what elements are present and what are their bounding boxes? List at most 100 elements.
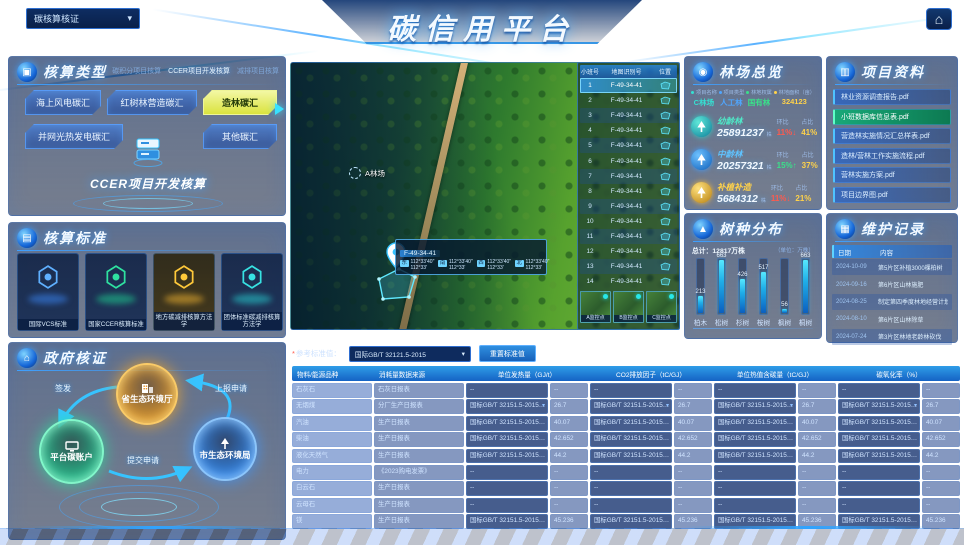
plot-row[interactable]: 12 F-49-34-41 [580, 244, 677, 259]
standard-select[interactable]: 国标GB/T 32151.5-2015… [466, 399, 548, 415]
home-button[interactable]: ⌂ [926, 8, 952, 30]
standard-select[interactable]: 国标GB/T 32151.5-2015… [466, 432, 548, 447]
plot-row[interactable]: 3 F-49-34-41 [580, 108, 677, 124]
standard-select[interactable]: -- [838, 464, 920, 480]
standard-select[interactable]: -- [590, 383, 672, 398]
polygon-location-icon[interactable] [660, 277, 671, 286]
standard-select[interactable]: 国标GB/T 32151.5-2015… [838, 432, 920, 447]
standard-select[interactable]: 国标GB/T 32151.5-2015… [590, 432, 672, 447]
polygon-location-icon[interactable] [660, 217, 671, 226]
standard-card[interactable]: 地方碳减排核算方法学 [153, 253, 215, 331]
carbon-sink-button[interactable]: 海上风电碳汇 [25, 90, 101, 115]
polygon-location-icon[interactable] [660, 111, 671, 120]
standard-select[interactable]: 国标GB/T 32151.5-2015… [714, 432, 796, 447]
accounting-tab[interactable]: 碳积分项目核算 [112, 68, 162, 75]
polygon-location-icon[interactable] [660, 96, 671, 105]
plot-row[interactable]: 14 F-49-34-41 [580, 274, 677, 289]
maintenance-row[interactable]: 2024-08-10 第6片区山林除草 [832, 311, 952, 327]
plot-row[interactable]: 9 F-49-34-41 [580, 198, 677, 214]
polygon-location-icon[interactable] [660, 232, 671, 241]
maintenance-row[interactable]: 2024-08-25 制定第四季度林地经营计划 [832, 293, 952, 311]
polygon-location-icon[interactable] [660, 157, 671, 166]
standard-select[interactable]: -- [590, 497, 672, 513]
standard-select[interactable]: 国标GB/T 32151.5-2015… [590, 399, 672, 415]
plot-row[interactable]: 1 F-49-34-41 [580, 78, 677, 94]
camera-thumbnail[interactable]: C监控点 [646, 291, 677, 324]
standard-select[interactable]: 国标GB/T 32151.5-2015… [838, 399, 920, 415]
standard-select[interactable]: -- [714, 464, 796, 480]
accounting-tab[interactable]: 减排项目核算 [237, 68, 279, 75]
pdf-file-link[interactable]: 营林实施方案.pdf [833, 167, 951, 184]
standard-select[interactable]: -- [466, 497, 548, 513]
standard-select[interactable]: -- [466, 481, 548, 497]
mode-select-dropdown[interactable]: 碳核算核证 ▾ [26, 8, 140, 29]
standard-select[interactable]: 国标GB/T 32151.5-2015… [466, 448, 548, 464]
standard-card[interactable]: 国家CCER核算标准 [85, 253, 147, 331]
accounting-tab[interactable]: CCER项目开发核算 [168, 68, 230, 75]
standard-select[interactable]: 国标GB/T 32151.5-2015… [714, 415, 796, 431]
standard-select[interactable]: 国标GB/T 32151.5-2015… [590, 415, 672, 431]
maintenance-row[interactable]: 2024-09-16 第6片区山林施肥 [832, 276, 952, 292]
standard-select[interactable]: -- [838, 481, 920, 497]
camera-thumbnail[interactable]: A监控点 [580, 291, 611, 324]
standard-select[interactable]: -- [838, 497, 920, 513]
maintenance-row[interactable]: 2024-10-09 第5片区补植3000棵柏树 [832, 259, 952, 276]
standard-select[interactable]: 国标GB/T 32151.5-2015… [838, 415, 920, 431]
plot-row[interactable]: 11 F-49-34-41 [580, 228, 677, 245]
carbon-sink-button[interactable]: 红树林营造碳汇 [107, 90, 197, 115]
standard-select[interactable]: 国标GB/T 32151.5-2015… [590, 448, 672, 464]
polygon-location-icon[interactable] [660, 126, 671, 135]
standard-select[interactable]: 国标GB/T 32151.5-2015… [714, 399, 796, 415]
standard-select[interactable]: 国标GB/T 32151.5-2015… [590, 514, 672, 529]
node-city-bureau[interactable]: 市生态环境局 [193, 417, 257, 481]
polygon-location-icon[interactable] [660, 141, 671, 150]
reset-standard-button[interactable]: 重置标准值 [478, 345, 536, 362]
plot-row[interactable]: 2 F-49-34-41 [580, 93, 677, 108]
pdf-file-link[interactable]: 营造林实施情况汇总样表.pdf [833, 128, 951, 145]
polygon-location-icon[interactable] [660, 187, 671, 196]
plot-row[interactable]: 5 F-49-34-41 [580, 138, 677, 154]
polygon-location-icon[interactable] [660, 81, 671, 90]
pdf-file-link[interactable]: 小班数据库信息表.pdf [833, 108, 951, 125]
standard-select[interactable]: -- [590, 481, 672, 497]
carbon-sink-button[interactable]: 并网光热发电碳汇 [25, 124, 123, 149]
plot-row[interactable]: 10 F-49-34-41 [580, 214, 677, 229]
polygon-location-icon[interactable] [660, 172, 671, 181]
standard-select[interactable]: 国标GB/T 32151.5-2015… [466, 415, 548, 431]
pdf-file-link[interactable]: 林业资源调查报告.pdf [833, 89, 951, 105]
plot-row[interactable]: 7 F-49-34-41 [580, 168, 677, 184]
maintenance-row[interactable]: 2024-07-24 第3片区林地老龄林砍伐 [832, 328, 952, 345]
standard-select[interactable]: -- [590, 464, 672, 480]
camera-thumbnail[interactable]: B监控点 [613, 291, 644, 324]
standard-select[interactable]: 国标GB/T 32151.5-2015… [466, 514, 548, 529]
node-platform-account[interactable]: 平台碳账户 [39, 419, 104, 484]
standard-select[interactable]: -- [714, 497, 796, 513]
plot-row[interactable]: 6 F-49-34-41 [580, 153, 677, 168]
reference-standard-select[interactable]: 国际GB/T 32121.5-2015 ▾ [348, 345, 471, 362]
polygon-location-icon[interactable] [660, 262, 671, 271]
value-cell: 40.07 [798, 415, 836, 431]
polygon-location-icon[interactable] [660, 247, 671, 256]
pdf-file-link[interactable]: 造林/营林工作实施流程.pdf [833, 147, 951, 164]
carbon-sink-button[interactable]: 造林碳汇 [203, 90, 277, 115]
standard-select[interactable]: -- [714, 383, 796, 398]
plot-row[interactable]: 8 F-49-34-41 [580, 184, 677, 199]
standard-select[interactable]: 国标GB/T 32151.5-2015… [714, 448, 796, 464]
plot-row[interactable]: 4 F-49-34-41 [580, 123, 677, 138]
bar-track: 663 [800, 253, 811, 315]
standard-select[interactable]: -- [838, 383, 920, 398]
standard-select[interactable]: 国标GB/T 32151.5-2015… [838, 448, 920, 464]
standard-select[interactable]: 国标GB/T 32151.5-2015… [714, 514, 796, 529]
plot-row[interactable]: 13 F-49-34-41 [580, 259, 677, 275]
standard-select[interactable]: 国标GB/T 32151.5-2015… [838, 514, 920, 529]
standard-select[interactable]: -- [466, 464, 548, 480]
node-provincial-bureau[interactable]: 省生态环境厅 [116, 363, 178, 425]
polygon-location-icon[interactable] [660, 202, 671, 211]
carbon-sink-button[interactable]: 其他碳汇 [203, 124, 277, 149]
standard-select[interactable]: -- [714, 481, 796, 497]
pdf-file-link[interactable]: 项目边界图.pdf [833, 186, 951, 203]
standard-card[interactable]: 国际VCS标准 [17, 253, 79, 331]
standard-card[interactable]: 团体标准碳减排核算方法学 [221, 253, 283, 331]
plot-tooltip-title: F-49-34-41 [400, 250, 441, 257]
standard-select[interactable]: -- [466, 383, 548, 398]
